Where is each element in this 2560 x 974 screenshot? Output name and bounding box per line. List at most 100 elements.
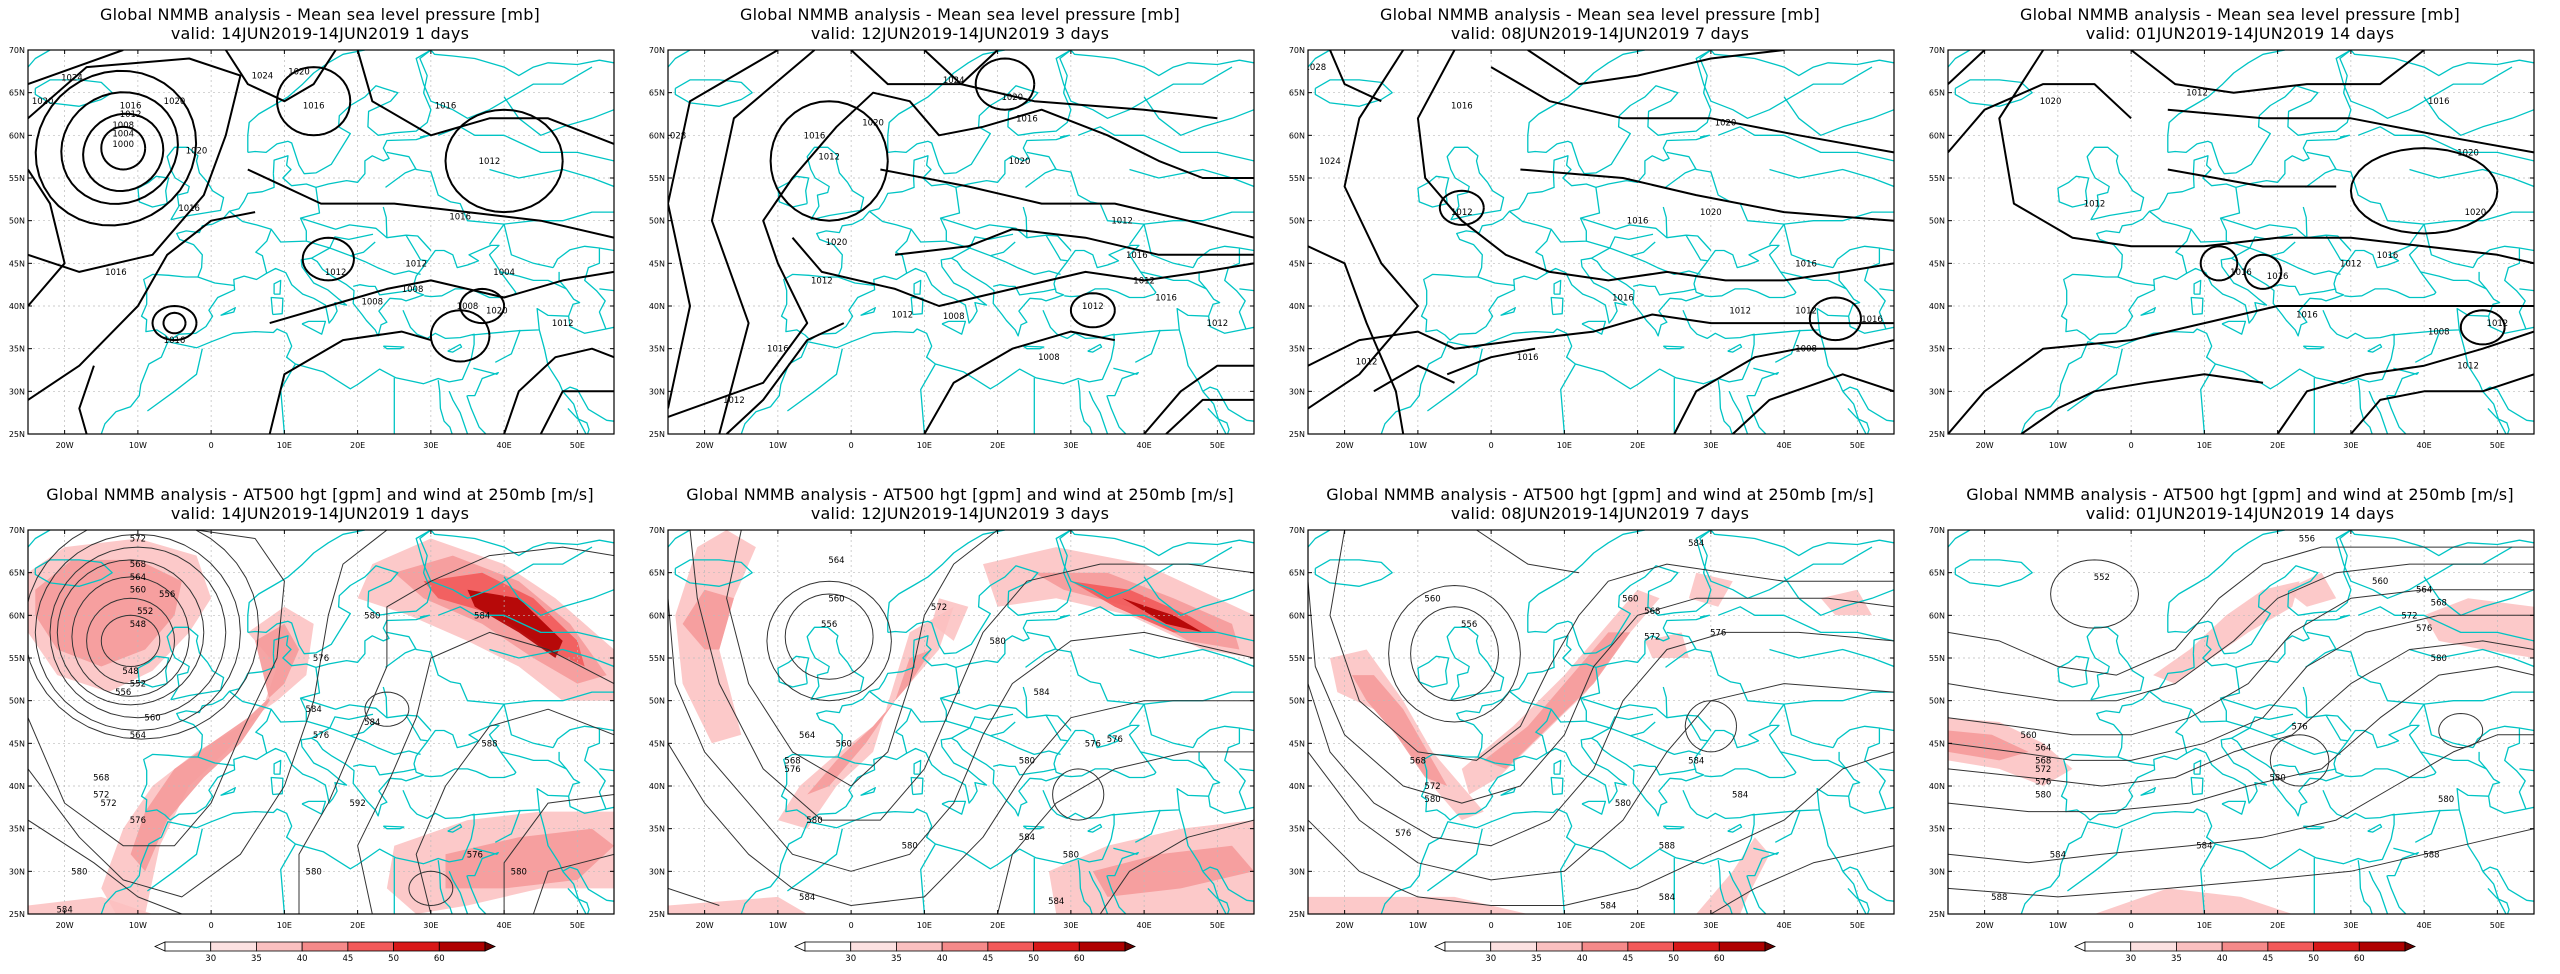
longitude-label: 10W xyxy=(129,921,147,930)
contour-label: 1016 xyxy=(1627,217,1649,227)
coastline xyxy=(306,713,374,729)
coastline xyxy=(1192,245,1247,334)
latitude-label: 40N xyxy=(649,302,665,311)
coastline xyxy=(1717,860,1733,914)
latitude-label: 70N xyxy=(649,46,665,55)
contour-line xyxy=(710,50,816,434)
colorbar-tick-label: 45 xyxy=(982,954,993,964)
contour-label: 1012 xyxy=(2186,89,2208,99)
coastline xyxy=(2193,759,2202,775)
longitude-label: 40E xyxy=(2417,921,2432,930)
coastline xyxy=(1140,271,1207,290)
coastline xyxy=(1129,168,1254,188)
coastline xyxy=(137,175,170,208)
contour-line xyxy=(1476,530,1580,574)
jet-wind-area xyxy=(668,896,808,914)
coastline xyxy=(910,187,961,243)
coastline xyxy=(1446,626,1505,701)
latitude-label: 65N xyxy=(9,569,25,578)
longitude-label: 30E xyxy=(423,921,438,930)
panel-valid-line: valid: 14JUN2019-14JUN2019 1 days xyxy=(170,24,470,43)
contour-label: 1008 xyxy=(943,312,965,322)
contour-line xyxy=(1948,83,2132,154)
contour-label: 1008 xyxy=(402,285,424,295)
coastline xyxy=(1417,655,1450,688)
contour-line xyxy=(1710,845,1894,914)
coastline xyxy=(1143,576,1254,616)
contour-line xyxy=(1099,819,1254,914)
latitude-label: 70N xyxy=(9,46,25,55)
coastline xyxy=(2057,175,2090,208)
longitude-label: 0 xyxy=(209,441,214,450)
latitude-label: 70N xyxy=(1289,46,1305,55)
latitude-label: 35N xyxy=(9,345,25,354)
contour-line xyxy=(2349,147,2499,235)
latitude-label: 35N xyxy=(1289,825,1305,834)
contour-label: 1016 xyxy=(435,101,457,111)
coastline xyxy=(353,284,417,296)
contour-line xyxy=(1948,666,2534,813)
latitude-label: 40N xyxy=(1289,302,1305,311)
latitude-label: 70N xyxy=(9,526,25,535)
contour-line xyxy=(364,691,410,727)
coastline xyxy=(2350,50,2534,77)
coastline xyxy=(562,390,590,434)
contour-line xyxy=(2269,734,2330,787)
map-frame xyxy=(667,49,1255,435)
panel-valid-line: valid: 14JUN2019-14JUN2019 1 days xyxy=(170,504,470,523)
coastline xyxy=(562,866,614,902)
contour-line xyxy=(224,50,337,103)
coastline xyxy=(1070,530,1254,557)
contour-label: 588 xyxy=(1659,842,1675,852)
map: 584 560 556 568 572 580 576 560 568 572 576 584 580 5… xyxy=(1289,526,1895,930)
longitude-label: 40E xyxy=(497,921,512,930)
coastline xyxy=(2220,697,2348,742)
coastline xyxy=(1509,210,1552,274)
coastline xyxy=(1747,847,1779,877)
longitude-label: 20W xyxy=(1976,441,1994,450)
contour-line xyxy=(1673,339,1894,434)
latitude-label: 35N xyxy=(649,825,665,834)
coastline xyxy=(910,667,961,723)
colorbar-tick-label: 50 xyxy=(1668,954,1679,964)
coastline xyxy=(270,667,321,723)
contour-label: 560 xyxy=(144,714,160,724)
longitude-label: 30E xyxy=(2343,921,2358,930)
contour-label: 1012 xyxy=(1082,302,1104,312)
colorbar-tick-label: 45 xyxy=(2262,954,2273,964)
latitude-label: 25N xyxy=(1289,910,1305,919)
coastline xyxy=(353,764,417,776)
contour-label: 1012 xyxy=(479,157,501,167)
contour-label: 1020 xyxy=(1700,208,1722,218)
contour-label: 1020 xyxy=(2465,208,2487,218)
contour-label: 576 xyxy=(467,850,483,860)
coastline xyxy=(220,787,236,797)
longitude-label: 10E xyxy=(1557,921,1572,930)
jet-wind-area xyxy=(1696,837,1770,914)
colorbar-swatch xyxy=(2221,941,2269,952)
coastline xyxy=(780,653,1157,821)
coastline xyxy=(301,320,327,335)
coastline xyxy=(2167,50,2286,153)
coastline xyxy=(1630,735,1701,756)
coastline xyxy=(2357,126,2534,162)
longitude-label: 0 xyxy=(849,921,854,930)
colorbar-tick-label: 30 xyxy=(205,954,216,964)
contour-label: 576 xyxy=(313,654,329,664)
coastline xyxy=(2140,787,2156,797)
coastline xyxy=(1107,847,1139,877)
contour-label: 1016 xyxy=(767,345,789,355)
contour-line xyxy=(689,530,1254,821)
contour-label: 1016 xyxy=(1795,259,1817,269)
coastline xyxy=(1552,134,1711,189)
contour-label: 584 xyxy=(1019,833,1035,843)
coastline xyxy=(1727,823,1743,833)
colorbar-tick-label: 45 xyxy=(342,954,353,964)
latitude-label: 55N xyxy=(9,654,25,663)
coastline xyxy=(2423,223,2474,269)
contour-line xyxy=(60,91,179,205)
coastline xyxy=(1586,713,1654,729)
latitude-label: 50N xyxy=(649,697,665,706)
contour-line xyxy=(247,168,614,239)
longitude-label: 0 xyxy=(2129,921,2134,930)
